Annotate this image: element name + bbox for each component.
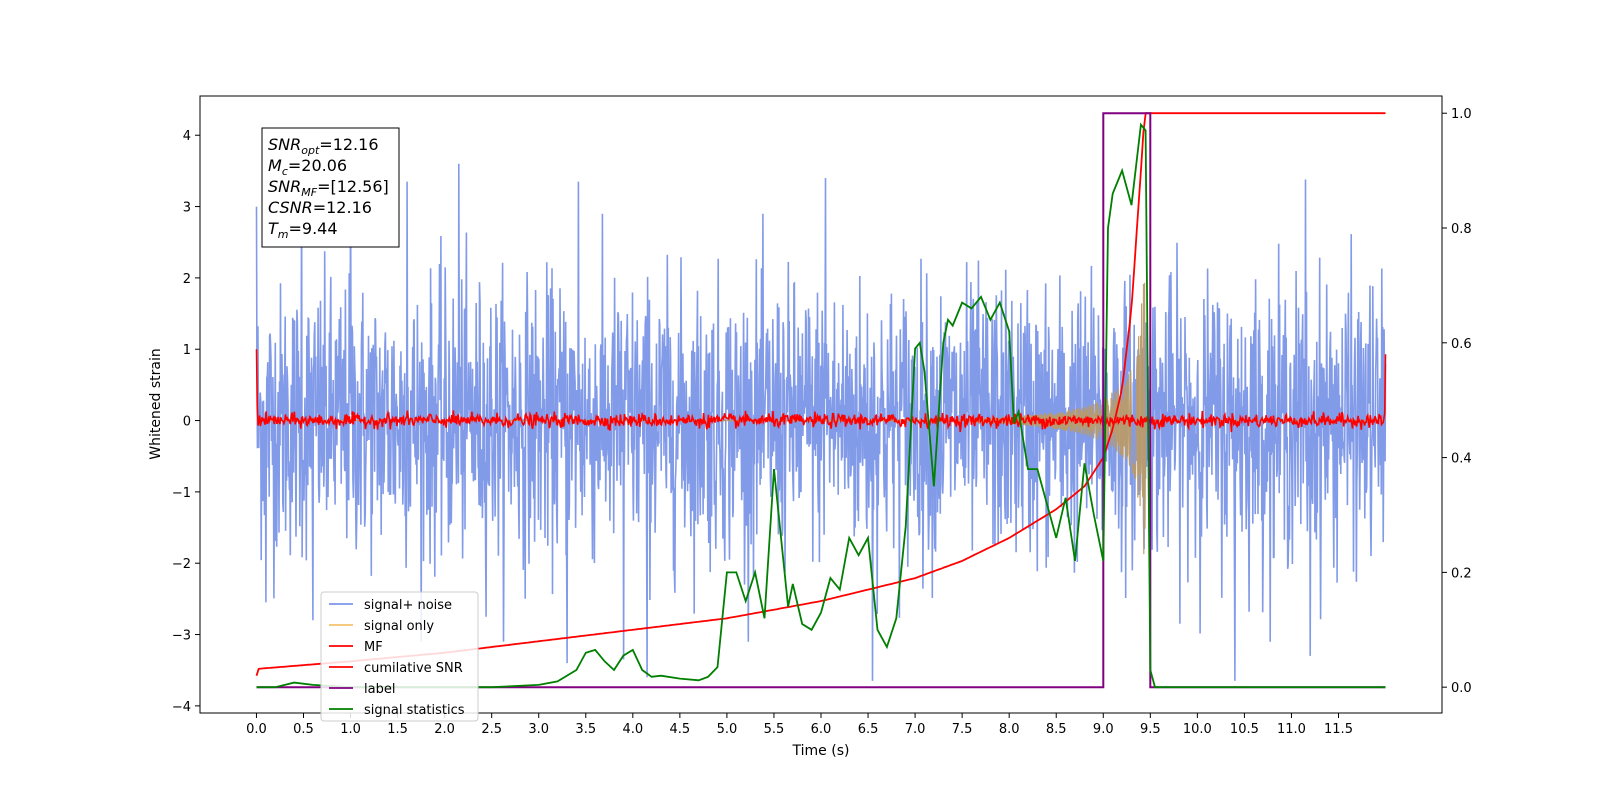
x-tick-label: 7.0: [905, 722, 926, 737]
y-axis-left: −4 −3 −2 −1 0 1 2 3 4: [172, 129, 200, 715]
y-tick-label: −2: [172, 557, 191, 572]
stats-entry: SNRMF=[12.56]: [268, 177, 389, 199]
legend-label: cumilative SNR: [364, 661, 463, 676]
stats-entry: Mc=20.06: [268, 156, 347, 178]
y-tick-label: 1: [183, 343, 191, 358]
y-tick-label: 0: [183, 415, 191, 430]
legend-label: signal statistics: [364, 703, 465, 718]
y2-tick-label: 0.2: [1451, 566, 1472, 581]
x-tick-label: 1.5: [387, 722, 408, 737]
x-tick-label: 4.5: [670, 722, 691, 737]
stats-box-frame: [261, 127, 400, 248]
x-tick-label: 10.0: [1183, 722, 1212, 737]
x-tick-label: 11.0: [1277, 722, 1306, 737]
y-tick-label: −3: [172, 629, 191, 644]
legend-label: label: [364, 682, 395, 697]
x-tick-label: 3.0: [528, 722, 549, 737]
x-tick-label: 4.0: [622, 722, 643, 737]
legend-label: MF: [364, 640, 383, 655]
x-tick-label: 1.0: [340, 722, 361, 737]
legend-label: signal only: [364, 619, 434, 634]
x-tick-label: 10.5: [1230, 722, 1259, 737]
series-signal-statistics-line: [256, 122, 1386, 689]
legend: signal+ noise signal only MF cumilative SNR…: [320, 591, 479, 722]
stats-box: SNRopt=12.16Mc=20.06SNRMF=[12.56]CSNR=12…: [261, 127, 400, 248]
x-tick-label: 6.0: [811, 722, 832, 737]
legend-frame: [320, 591, 479, 722]
x-tick-label: 0.5: [293, 722, 314, 737]
stats-entry: CSNR=12.16: [268, 198, 372, 217]
x-tick-label: 8.5: [1046, 722, 1067, 737]
stats-entry: SNRopt=12.16: [268, 135, 379, 157]
x-tick-label: 8.0: [999, 722, 1020, 737]
stats-entry: Tm=9.44: [268, 219, 338, 241]
y2-tick-label: 0.0: [1451, 681, 1472, 696]
y-tick-label: 3: [183, 201, 191, 216]
y-axis-right: 0.0 0.2 0.4 0.6 0.8 1.0: [1442, 107, 1472, 696]
series-signal-noise-line: [255, 163, 1387, 681]
x-tick-label: 7.5: [952, 722, 973, 737]
x-tick-label: 9.5: [1140, 722, 1161, 737]
y-axis-label: Whitened strain: [148, 348, 164, 459]
y2-tick-label: 0.8: [1451, 222, 1472, 237]
x-tick-label: 0.0: [246, 722, 267, 737]
x-tick-label: 11.5: [1324, 722, 1353, 737]
legend-label: signal+ noise: [364, 598, 452, 613]
x-tick-label: 3.5: [575, 722, 596, 737]
y-tick-label: 4: [183, 129, 191, 144]
y-tick-label: −4: [172, 700, 191, 715]
x-tick-label: 2.5: [481, 722, 502, 737]
y-tick-label: 2: [183, 272, 191, 287]
y2-tick-label: 0.6: [1451, 337, 1472, 352]
x-tick-label: 5.5: [764, 722, 785, 737]
y2-tick-label: 1.0: [1451, 107, 1472, 122]
series-mf-line: [255, 349, 1387, 433]
x-tick-label: 6.5: [858, 722, 879, 737]
x-tick-label: 5.0: [717, 722, 738, 737]
y2-tick-label: 0.4: [1451, 452, 1472, 467]
x-axis-label: Time (s): [792, 743, 850, 759]
x-axis: 0.0 0.5 1.0 1.5 2.0 2.5 3.0 3.5 4.0 4.5 5.0 5.5 6.0 6…: [246, 713, 1353, 737]
x-tick-label: 9.0: [1093, 722, 1114, 737]
y-tick-label: −1: [172, 486, 191, 501]
series-label-line: [256, 112, 1386, 689]
x-tick-label: 2.0: [434, 722, 455, 737]
